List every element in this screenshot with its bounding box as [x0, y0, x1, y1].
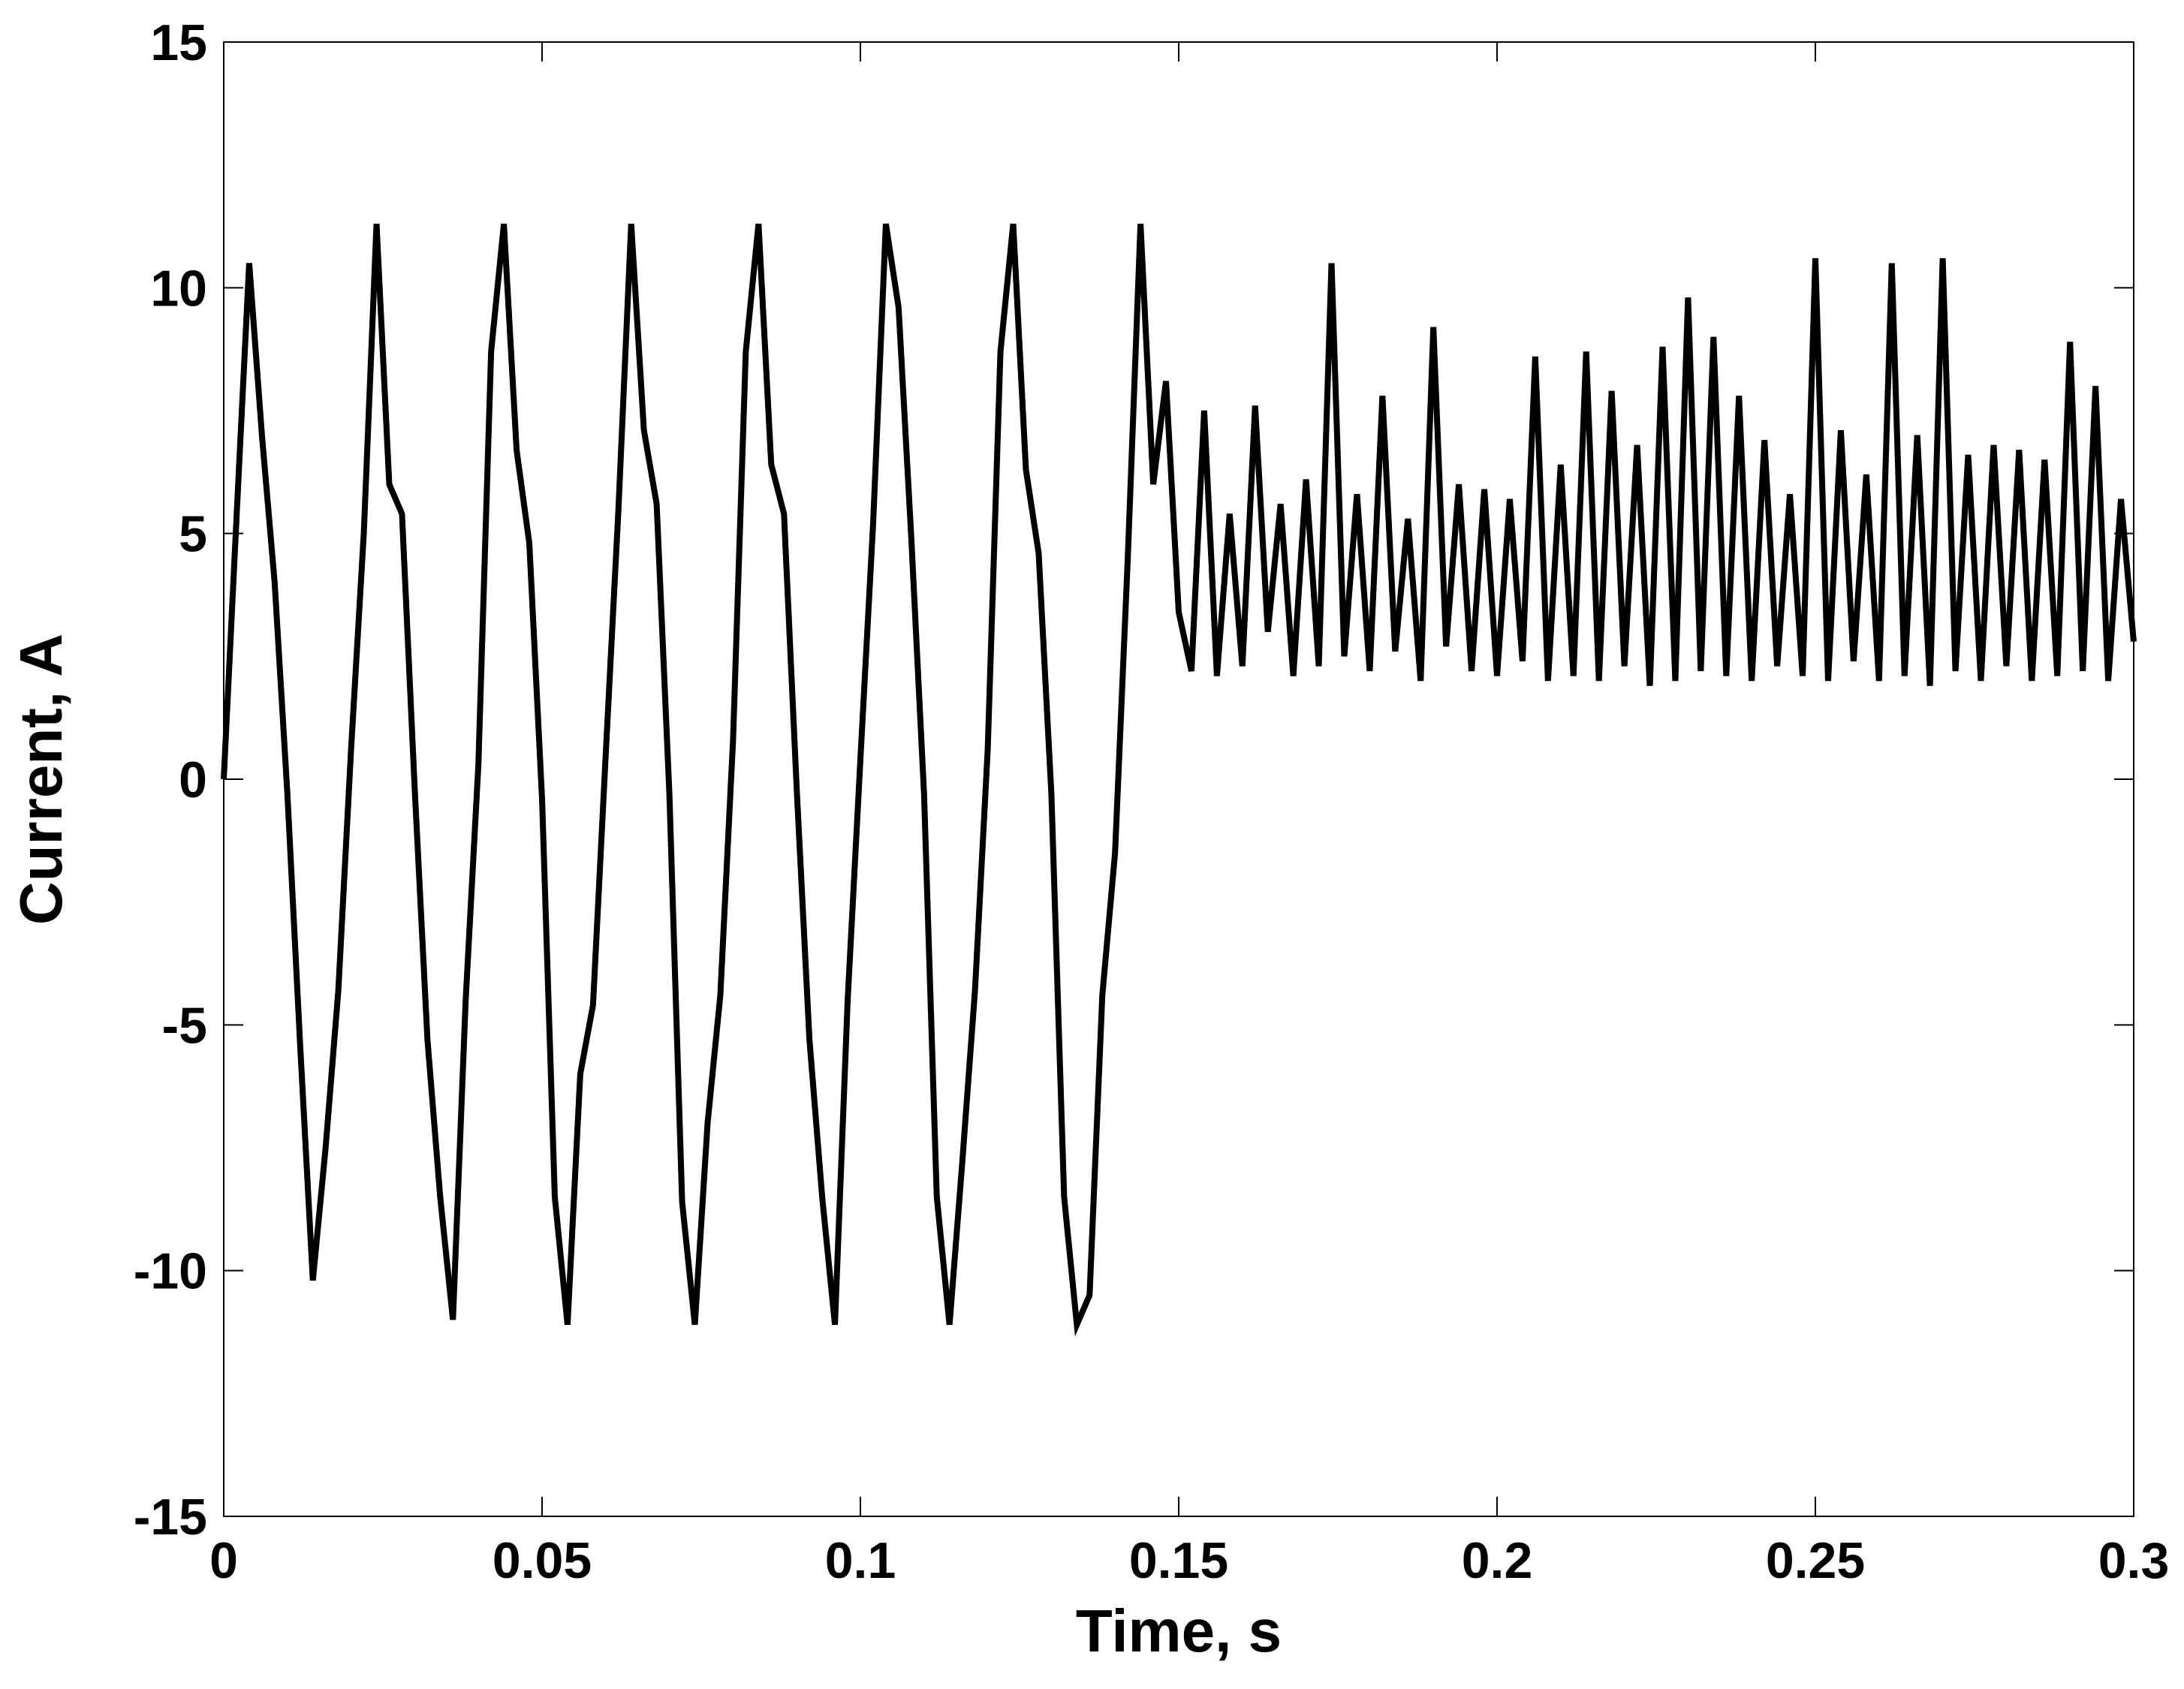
y-tick-label: 5 — [179, 506, 207, 563]
x-tick-label: 0.3 — [2098, 1532, 2170, 1589]
y-tick-label: -10 — [134, 1243, 207, 1300]
plot-frame — [223, 41, 2134, 1517]
x-tick-label: 0.1 — [825, 1532, 896, 1589]
y-tick-label: -15 — [134, 1489, 207, 1546]
data-line — [221, 223, 2137, 1337]
x-tick-label: 0.15 — [1129, 1532, 1228, 1589]
y-tick-label: -5 — [162, 997, 207, 1054]
x-tick-label: 0.25 — [1766, 1532, 1865, 1589]
x-tick-label: 0.2 — [1462, 1532, 1533, 1589]
y-tick-label: 0 — [179, 751, 207, 808]
x-tick-label: 0.05 — [493, 1532, 592, 1589]
y-axis-label: Current, A — [8, 634, 74, 925]
x-axis-label: Time, s — [1076, 1597, 1282, 1664]
x-tick-label: 0 — [209, 1532, 238, 1589]
y-tick-label: 10 — [150, 260, 207, 317]
y-tick-label: 15 — [150, 14, 207, 71]
